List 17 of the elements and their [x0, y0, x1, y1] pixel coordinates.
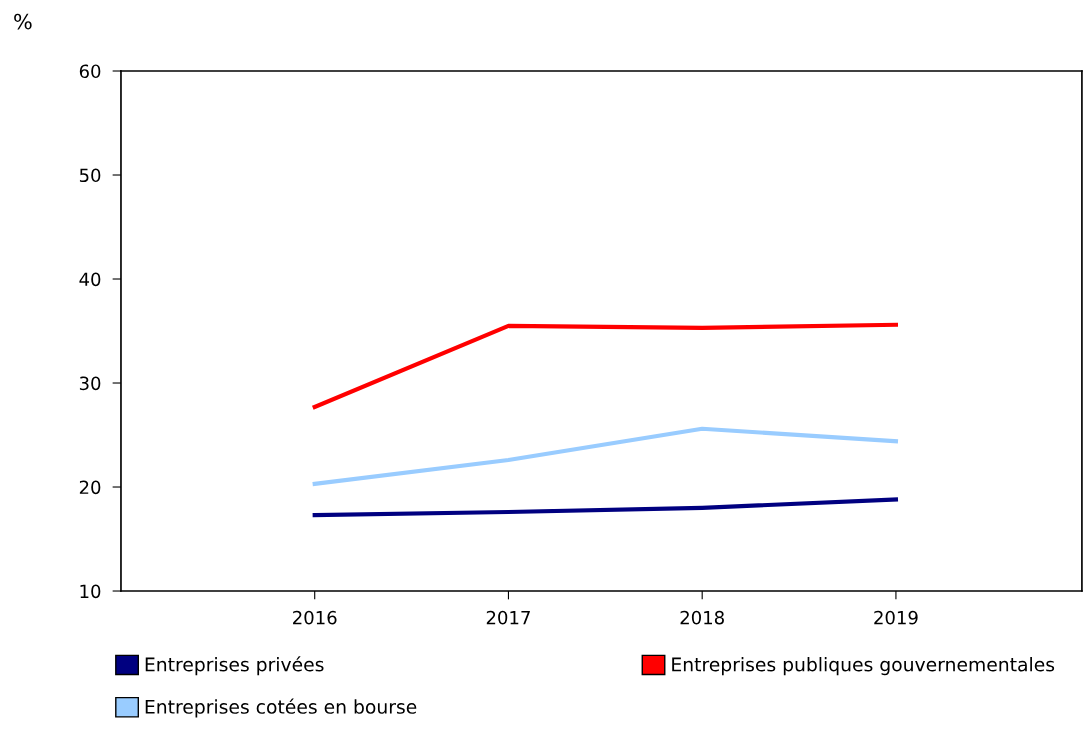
x-tick-label: 2017 [486, 610, 530, 625]
y-tick-label: 40 [79, 272, 101, 287]
x-tick-label: 2016 [293, 610, 337, 625]
legend-label: Entreprises publiques gouvernementales [672, 657, 1055, 676]
y-tick-label: 30 [79, 376, 101, 391]
x-tick-label: 2019 [874, 610, 918, 625]
legend-label: Entreprises privées [145, 656, 324, 676]
legend-label: Entreprises cotées en bourse [145, 698, 417, 718]
y-tick-label: 50 [79, 168, 101, 183]
line-series [312, 322, 899, 410]
line-series [312, 426, 899, 486]
y-tick-label: 20 [79, 480, 101, 495]
y-axis-title: % [14, 13, 32, 30]
x-tick-label: 2018 [680, 610, 724, 625]
y-tick-label: 10 [80, 584, 101, 599]
line-series [312, 497, 899, 518]
y-tick-label: 60 [79, 64, 101, 79]
